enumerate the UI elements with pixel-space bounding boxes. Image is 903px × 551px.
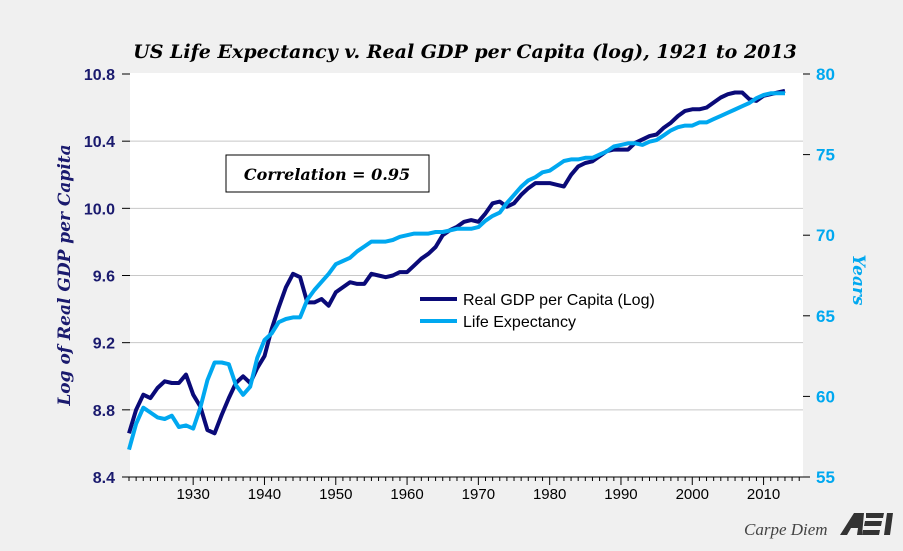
- x-tick-label: 1940: [248, 486, 281, 503]
- y-right-tick-label: 60: [816, 387, 835, 406]
- y-left-tick-label: 8.4: [93, 470, 115, 487]
- x-tick-label: 1980: [533, 486, 566, 503]
- legend-label-gdp: Real GDP per Capita (Log): [463, 292, 655, 309]
- y-left-tick-label: 10.8: [84, 67, 115, 84]
- y-right-tick-label: 70: [816, 226, 835, 245]
- y-left-tick-label: 8.8: [93, 403, 115, 420]
- y-axis-left-label: Log of Real GDP per Capita: [55, 144, 75, 406]
- x-tick-label: 1960: [390, 486, 423, 503]
- y-right-tick-label: 55: [816, 468, 835, 487]
- x-tick-label: 1950: [319, 486, 352, 503]
- y-left-tick-label: 9.2: [93, 336, 115, 353]
- x-tick-label: 1970: [462, 486, 495, 503]
- aei-logo: [840, 513, 893, 535]
- correlation-annotation: Correlation = 0.95: [244, 165, 410, 184]
- x-tick-label: 1930: [176, 486, 209, 503]
- x-tick-label: 2000: [676, 486, 709, 503]
- y-right-tick-label: 75: [816, 146, 835, 165]
- y-left-tick-label: 10.4: [84, 134, 115, 151]
- correlation-box: [225, 154, 430, 193]
- chart-title: US Life Expectancy v. Real GDP per Capit…: [133, 41, 797, 63]
- x-tick-label: 2010: [747, 486, 780, 503]
- legend-label-life: Life Expectancy: [463, 314, 576, 331]
- y-axis-right-label: Years: [848, 254, 868, 305]
- brand-text: Carpe Diem: [744, 520, 828, 539]
- y-left-tick-label: 9.6: [93, 269, 115, 286]
- legend: Real GDP per Capita (Log) Life Expectanc…: [420, 292, 655, 331]
- y-right-tick-label: 80: [816, 65, 835, 84]
- x-tick-label: 1990: [604, 486, 637, 503]
- series-line-life-expectancy: [127, 91, 785, 451]
- y-right-tick-label: 65: [816, 307, 835, 326]
- y-left-tick-label: 10.0: [84, 201, 115, 218]
